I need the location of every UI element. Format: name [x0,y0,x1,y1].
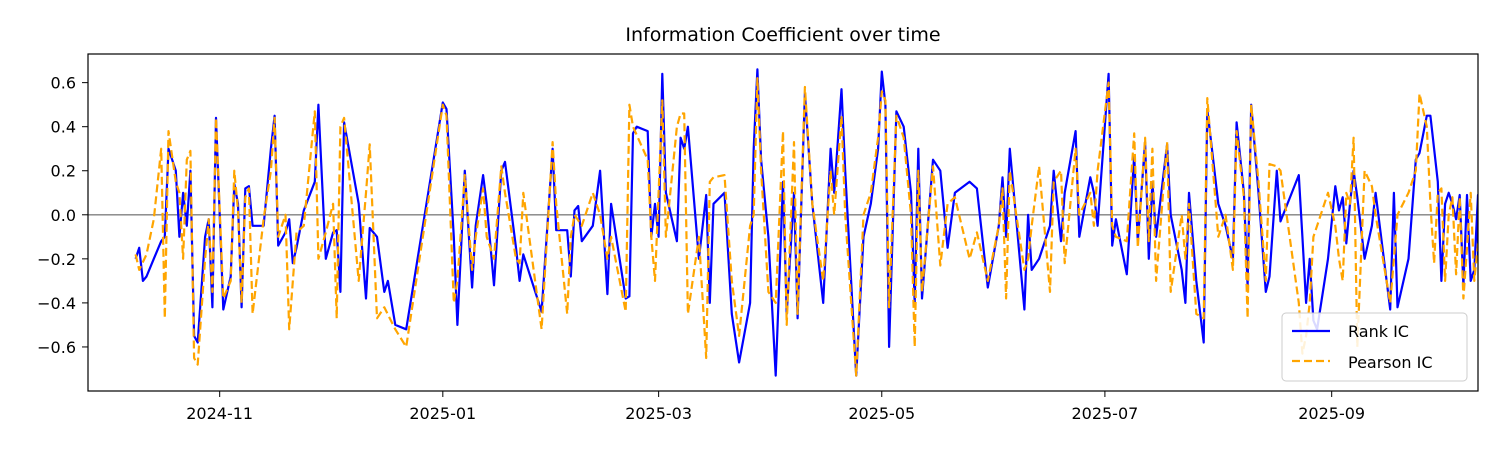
y-tick-label: 0.2 [51,162,76,181]
series-line-rank-ic [134,68,1478,377]
chart-title: Information Coefficient over time [625,24,940,46]
x-tick-label: 2025-05 [848,404,915,423]
y-tick-label: 0.4 [51,118,76,137]
x-tick-label: 2025-07 [1071,404,1138,423]
y-tick-label: 0.6 [51,74,76,93]
x-tick-label: 2025-09 [1298,404,1365,423]
y-tick-label: 0.0 [51,206,76,225]
y-axis: −0.6 −0.4 −0.2 0.0 0.2 0.4 0.6 [37,74,88,357]
legend-label-pearson-ic: Pearson IC [1348,353,1433,372]
y-tick-label: −0.4 [37,294,76,313]
x-tick-label: 2024-11 [186,404,253,423]
legend: Rank IC Pearson IC [1281,312,1468,382]
x-tick-label: 2025-03 [625,404,692,423]
y-tick-label: −0.6 [37,338,76,357]
x-axis: 2024-11 2025-01 2025-03 2025-05 2025-07 2025-… [186,391,1365,423]
y-tick-label: −0.2 [37,250,76,269]
x-tick-label: 2025-01 [409,404,476,423]
plot-frame [87,53,1479,392]
legend-label-rank-ic: Rank IC [1348,322,1409,341]
